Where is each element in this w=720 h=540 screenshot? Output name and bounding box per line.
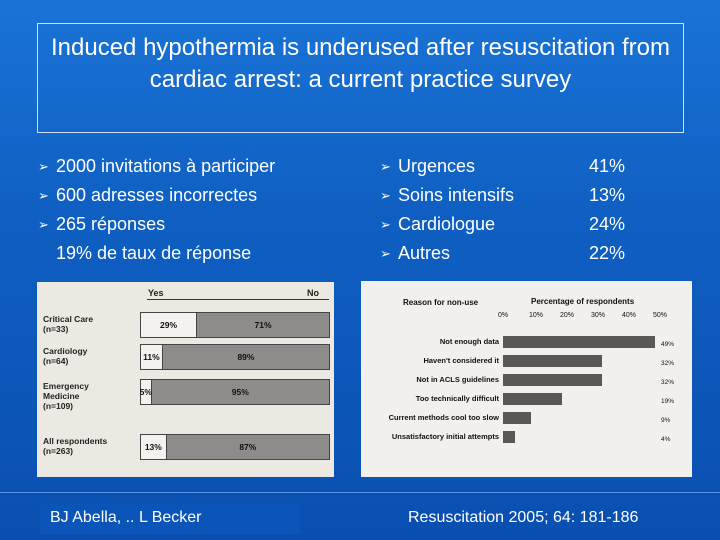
reason-label: Current methods cool too slow	[388, 413, 499, 422]
right-bullet-text: Cardiologue	[398, 214, 496, 234]
reason-value: 4%	[661, 436, 671, 443]
x-tick-label: 0%	[498, 312, 509, 319]
category-label-line: Cardiology	[43, 346, 88, 356]
category-label: Emergency Medicine (n=109)	[43, 381, 89, 411]
right-bullet-percent: 41%	[589, 156, 626, 176]
arrow-bullet-icon: ➢	[380, 246, 391, 261]
right-bullet-text: Autres	[398, 243, 451, 263]
arrow-bullet-icon: ➢	[38, 217, 49, 232]
reason-row: Current methods cool too slow 9%	[365, 412, 685, 426]
reason-bar	[503, 374, 603, 386]
reason-value: 32%	[661, 360, 675, 367]
reason-row: Not in ACLS guidelines 32%	[365, 374, 685, 388]
right-bullet-item: ➢ Urgences	[380, 152, 514, 181]
arrow-bullet-icon: ➢	[380, 159, 391, 174]
arrow-bullet-icon: ➢	[380, 188, 391, 203]
category-label-line: Emergency	[43, 381, 89, 391]
right-bullet-percent: 24%	[589, 214, 626, 234]
reason-label: Not enough data	[439, 337, 499, 346]
left-bullet-item: ➢ 2000 invitations à participer	[38, 152, 275, 181]
reason-row: Haven't considered it 32%	[365, 355, 685, 369]
chart-title-right: Percentage of respondents	[531, 297, 635, 306]
category-label-line: (n=33)	[43, 324, 69, 334]
stacked-bar: 13% 87%	[140, 434, 330, 460]
reason-row: Too technically difficult 19%	[365, 393, 685, 407]
category-label: All respondents (n=263)	[43, 436, 107, 456]
non-use-reasons-chart: Reason for non-use Percentage of responde…	[361, 281, 692, 477]
right-bullet-percent: 22%	[589, 243, 626, 263]
left-bullet-text: 2000 invitations à participer	[56, 156, 276, 176]
category-label-line: All respondents	[43, 436, 108, 446]
slide-title: Induced hypothermia is underused after r…	[51, 34, 670, 93]
stacked-bar: 5% 95%	[140, 379, 330, 405]
left-bullet-item: ➢ 265 réponses	[38, 210, 275, 239]
reason-bar	[503, 336, 655, 348]
bar-segment-no: 89%	[162, 345, 329, 369]
chart-header-rule	[147, 299, 329, 300]
right-bullet-list: ➢ Urgences ➢ Soins intensifs ➢ Cardiologue ➢ Au…	[380, 152, 514, 268]
x-tick-label: 30%	[591, 312, 606, 319]
chart-header-yes: Yes	[148, 288, 164, 298]
reason-row: Not enough data 49%	[365, 336, 685, 350]
x-tick-label: 20%	[560, 312, 575, 319]
category-label-line: (n=263)	[43, 446, 73, 456]
reason-bar	[503, 431, 516, 443]
right-bullet-text: Soins intensifs	[398, 185, 515, 205]
x-tick-label: 50%	[653, 312, 668, 319]
reason-label: Not in ACLS guidelines	[416, 375, 499, 384]
category-label-line: (n=109)	[43, 401, 73, 411]
chart-header-no: No	[307, 288, 319, 298]
left-bullet-text: 600 adresses incorrectes	[56, 185, 258, 205]
bar-segment-no: 87%	[166, 435, 329, 459]
right-bullet-item: ➢ Soins intensifs	[380, 181, 514, 210]
arrow-bullet-icon: ➢	[38, 188, 49, 203]
right-bullet-item: ➢ Autres	[380, 239, 514, 268]
right-bullet-text: Urgences	[398, 156, 476, 176]
x-tick-label: 40%	[622, 312, 637, 319]
footer: BJ Abella, .. L Becker Resuscitation 200…	[0, 492, 720, 540]
reason-bar	[503, 393, 562, 405]
reason-value: 49%	[661, 341, 675, 348]
footer-divider	[0, 492, 720, 493]
percent-list: 41% 13% 24% 22%	[589, 152, 625, 268]
category-label-line: Medicine	[43, 391, 80, 401]
left-bullet-text: 19% de taux de réponse	[56, 243, 252, 263]
category-label-line: Critical Care	[43, 314, 94, 324]
reason-label: Haven't considered it	[423, 356, 499, 365]
reason-value: 9%	[661, 417, 671, 424]
left-bullet-item: 19% de taux de réponse	[38, 239, 275, 268]
footer-authors: BJ Abella, .. L Becker	[40, 504, 300, 534]
arrow-bullet-icon: ➢	[38, 159, 49, 174]
category-label: Critical Care (n=33)	[43, 314, 93, 334]
reason-value: 19%	[661, 398, 675, 405]
reason-bar	[503, 412, 531, 424]
arrow-bullet-icon: ➢	[380, 217, 391, 232]
slide-title-box: Induced hypothermia is underused after r…	[37, 23, 684, 133]
footer-citation: Resuscitation 2005; 64: 181-186	[408, 509, 639, 526]
bar-segment-yes: 13%	[141, 435, 167, 459]
bar-segment-yes: 29%	[141, 313, 198, 337]
bar-segment-no: 71%	[197, 313, 329, 337]
category-label: Cardiology (n=64)	[43, 346, 87, 366]
reason-bar	[503, 355, 603, 367]
reason-label: Too technically difficult	[415, 394, 499, 403]
bar-segment-yes: 11%	[141, 345, 163, 369]
reason-row: Unsatisfactory initial attempts 4%	[365, 431, 685, 445]
category-label-line: (n=64)	[43, 356, 69, 366]
right-bullet-percent: 13%	[589, 185, 626, 205]
x-tick-label: 10%	[529, 312, 544, 319]
left-bullet-text: 265 réponses	[56, 214, 166, 234]
bar-segment-no: 95%	[151, 380, 329, 404]
bar-segment-yes: 5%	[140, 380, 152, 404]
reason-value: 32%	[661, 379, 675, 386]
reason-label: Unsatisfactory initial attempts	[391, 432, 499, 441]
left-bullet-item: ➢ 600 adresses incorrectes	[38, 181, 275, 210]
chart-title-left: Reason for non-use	[403, 298, 479, 307]
right-bullet-item: ➢ Cardiologue	[380, 210, 514, 239]
specialty-usage-chart: Yes No Critical Care (n=33) 29% 71% Cardiology…	[37, 282, 334, 477]
stacked-bar: 11% 89%	[140, 344, 330, 370]
left-bullet-list: ➢ 2000 invitations à participer ➢ 600 adres…	[38, 152, 275, 268]
stacked-bar: 29% 71%	[140, 312, 330, 338]
